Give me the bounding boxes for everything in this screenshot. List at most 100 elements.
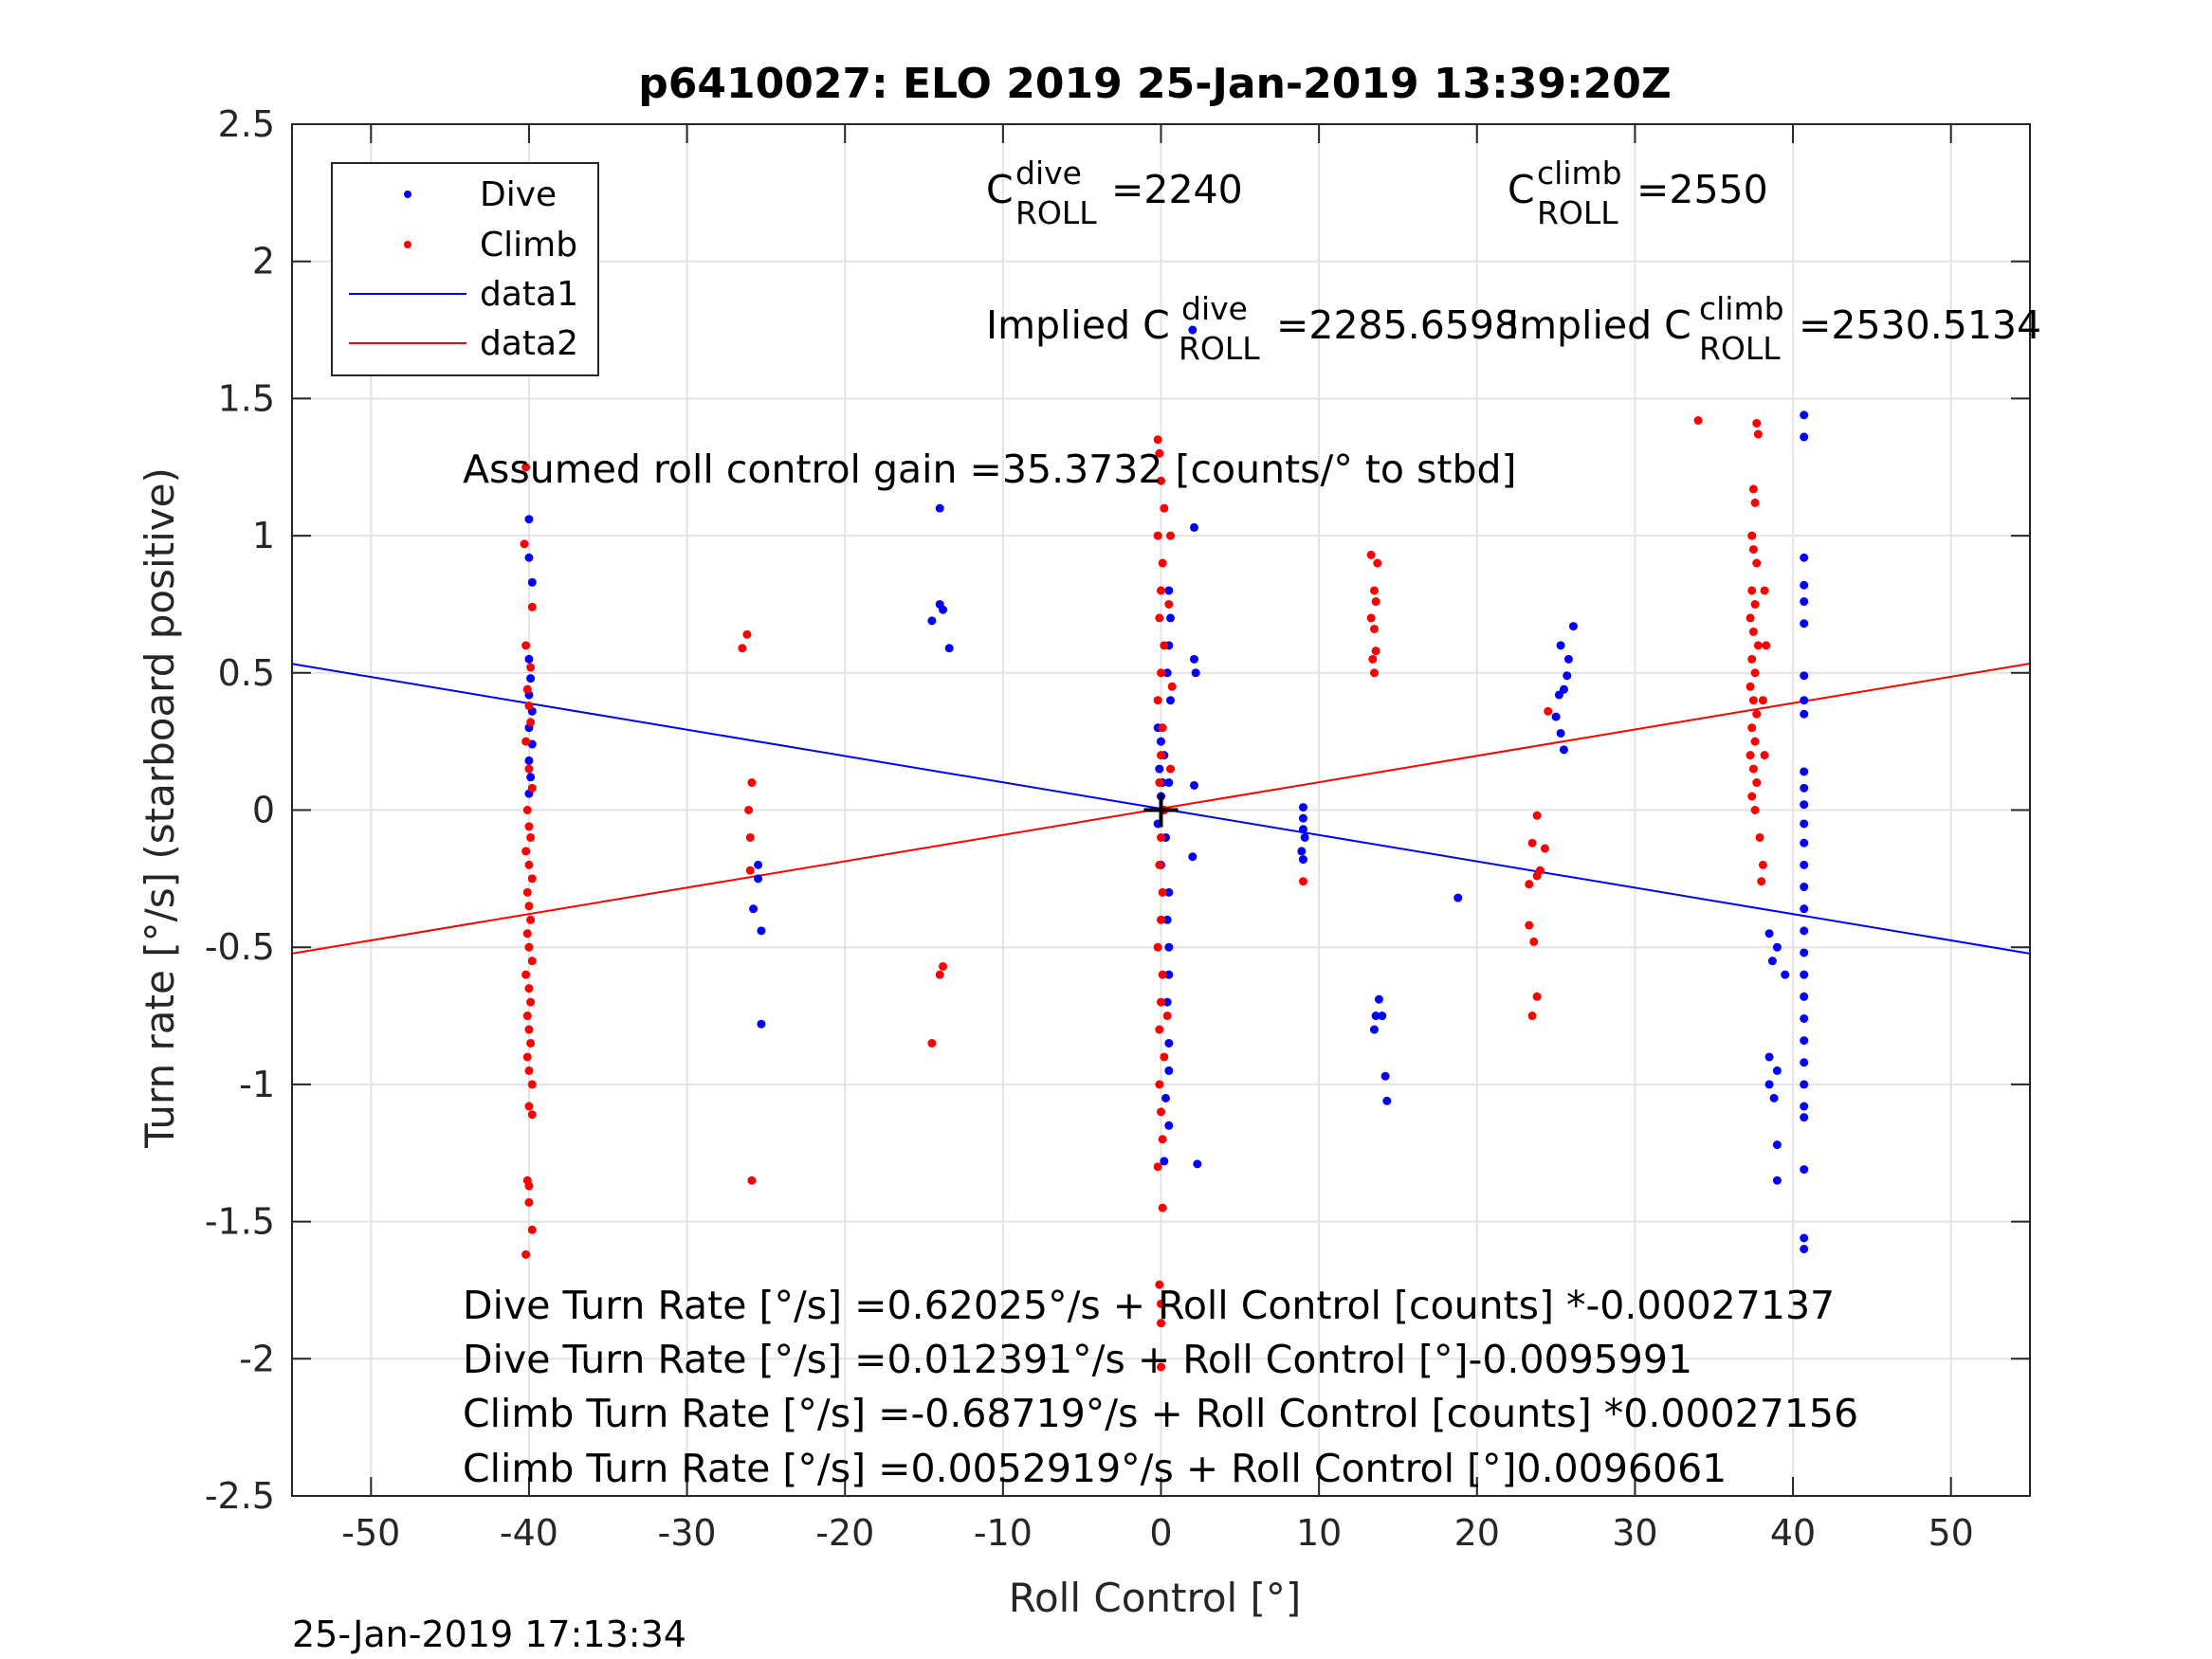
point-climb bbox=[520, 539, 529, 549]
point-climb bbox=[524, 764, 534, 774]
point-climb bbox=[526, 663, 536, 672]
point-dive bbox=[1800, 1165, 1809, 1175]
point-dive bbox=[1800, 696, 1809, 705]
point-climb bbox=[1746, 682, 1755, 691]
point-dive bbox=[757, 926, 766, 936]
point-climb bbox=[744, 806, 754, 814]
point-climb bbox=[1153, 942, 1162, 952]
point-climb bbox=[1532, 811, 1542, 820]
point-dive bbox=[1800, 926, 1809, 936]
point-climb bbox=[524, 902, 534, 911]
point-climb bbox=[1157, 1362, 1165, 1372]
point-climb bbox=[1750, 737, 1760, 746]
point-climb bbox=[1753, 641, 1763, 650]
point-dive bbox=[1800, 432, 1809, 442]
point-dive bbox=[1298, 825, 1307, 834]
point-climb bbox=[1762, 641, 1771, 650]
point-climb bbox=[927, 1038, 937, 1048]
point-dive bbox=[1193, 1159, 1202, 1169]
point-dive bbox=[1162, 997, 1172, 1007]
point-dive bbox=[754, 874, 763, 884]
point-dive bbox=[1772, 942, 1782, 952]
y-tick-label: 2.5 bbox=[218, 103, 275, 145]
point-climb bbox=[527, 1225, 537, 1234]
point-dive bbox=[1297, 847, 1307, 856]
point-climb bbox=[522, 887, 532, 897]
point-dive bbox=[1563, 654, 1573, 664]
point-dive bbox=[527, 577, 537, 587]
point-dive bbox=[1800, 1233, 1809, 1243]
point-climb bbox=[745, 866, 755, 875]
x-tick-label: -40 bbox=[500, 1512, 558, 1554]
x-tick-label: 10 bbox=[1296, 1512, 1342, 1554]
point-climb bbox=[1758, 696, 1767, 705]
y-tick-label: 2 bbox=[252, 241, 275, 283]
point-climb bbox=[524, 984, 534, 994]
point-climb bbox=[522, 1052, 532, 1062]
legend-climb-marker bbox=[404, 241, 411, 248]
c-dive-annotation: C dive ROLL =2240 bbox=[986, 155, 1243, 231]
point-climb bbox=[1160, 641, 1169, 650]
implied-climb-sup: climb bbox=[1699, 290, 1784, 327]
y-tick-label: -2.5 bbox=[205, 1475, 275, 1517]
point-dive bbox=[1800, 709, 1809, 719]
timestamp: 25-Jan-2019 17:13:34 bbox=[292, 1613, 686, 1655]
point-climb bbox=[1155, 1080, 1164, 1089]
point-climb bbox=[1157, 1319, 1165, 1328]
y-axis-label: Turn rate [°/s] (starboard positive) bbox=[137, 467, 183, 1149]
gain-annotation: Assumed roll control gain =35.3732 [coun… bbox=[463, 447, 1517, 492]
point-climb bbox=[1158, 887, 1167, 897]
point-climb bbox=[1157, 1107, 1165, 1117]
point-climb bbox=[1158, 1203, 1167, 1212]
c-climb-sup: climb bbox=[1537, 155, 1622, 191]
point-climb bbox=[1157, 586, 1165, 595]
point-climb bbox=[527, 1080, 537, 1089]
point-dive bbox=[1800, 904, 1809, 914]
point-climb bbox=[939, 961, 948, 971]
point-dive bbox=[1371, 1012, 1380, 1021]
point-dive bbox=[1800, 410, 1809, 420]
point-climb bbox=[1535, 866, 1545, 875]
point-dive bbox=[1369, 1025, 1379, 1034]
point-climb bbox=[1544, 706, 1553, 716]
c-climb-annotation: C climb ROLL =2550 bbox=[1508, 155, 1768, 231]
point-climb bbox=[1165, 764, 1175, 774]
point-climb bbox=[1153, 531, 1162, 540]
point-dive bbox=[1800, 1080, 1809, 1089]
point-climb bbox=[1157, 1299, 1165, 1308]
point-dive bbox=[935, 503, 944, 513]
point-dive bbox=[1189, 654, 1198, 664]
point-climb bbox=[1371, 647, 1380, 656]
point-climb bbox=[1155, 613, 1164, 623]
point-climb bbox=[1527, 1012, 1537, 1021]
point-dive bbox=[526, 674, 536, 684]
implied-dive-annotation: Implied C dive ROLL =2285.6598 bbox=[986, 290, 1519, 367]
point-climb bbox=[747, 1176, 757, 1185]
point-climb bbox=[747, 778, 757, 788]
point-dive bbox=[524, 654, 534, 664]
point-climb bbox=[522, 929, 532, 939]
point-dive bbox=[1378, 1012, 1387, 1021]
point-climb bbox=[1747, 586, 1757, 595]
point-dive bbox=[524, 756, 534, 765]
implied-climb-base: Implied C bbox=[1508, 302, 1691, 348]
point-dive bbox=[1191, 668, 1200, 678]
point-dive bbox=[1165, 696, 1175, 705]
x-tick-label: -20 bbox=[815, 1512, 874, 1554]
y-tick-label: 0.5 bbox=[218, 652, 275, 694]
point-climb bbox=[1747, 531, 1757, 540]
point-climb bbox=[524, 1025, 534, 1034]
point-dive bbox=[1556, 728, 1565, 738]
point-climb bbox=[521, 737, 531, 746]
point-dive bbox=[1554, 690, 1563, 700]
point-climb bbox=[1371, 597, 1380, 607]
point-climb bbox=[522, 1012, 532, 1021]
c-dive-base: C bbox=[986, 167, 1014, 212]
point-climb bbox=[521, 641, 531, 650]
point-dive bbox=[1764, 1080, 1774, 1089]
point-dive bbox=[1551, 712, 1561, 721]
legend-dive-marker bbox=[404, 191, 411, 198]
point-dive bbox=[1800, 883, 1809, 892]
c-dive-value: =2240 bbox=[1111, 167, 1243, 212]
point-climb bbox=[527, 1110, 537, 1120]
